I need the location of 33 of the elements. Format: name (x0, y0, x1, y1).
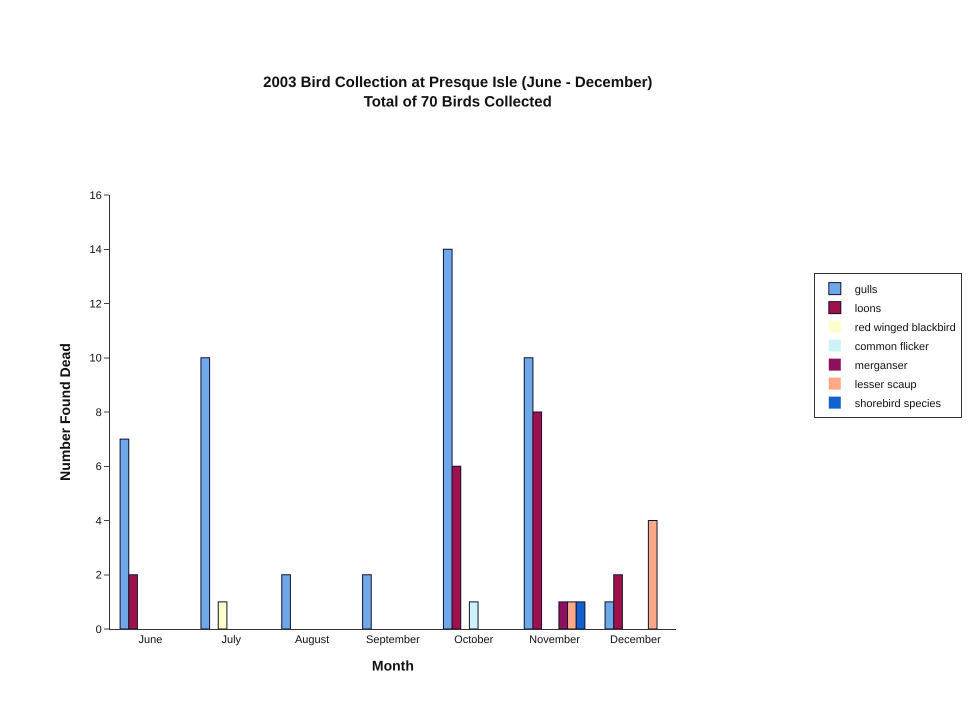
x-tick-label: August (294, 634, 330, 646)
y-tick-label: 10 (90, 352, 102, 365)
legend-label: red winged blackbird (854, 322, 956, 334)
x-tick-label: June (138, 634, 162, 646)
legend-label: loons (854, 302, 882, 315)
x-tick-label: October (454, 634, 494, 646)
y-axis-title: Number Found Dead (57, 343, 74, 481)
y-tick-label: 14 (90, 244, 102, 256)
bar (281, 574, 291, 629)
y-tick-label: 6 (96, 461, 102, 474)
y-tick-label: 16 (90, 190, 102, 202)
legend-label: lesser scaup (854, 378, 917, 391)
y-tick-label: 8 (96, 406, 102, 419)
y-tick-label: 12 (90, 298, 102, 310)
x-tick-label: November (529, 634, 580, 646)
bar (648, 520, 658, 629)
bar (362, 574, 372, 629)
bar (200, 357, 210, 629)
chart-subtitle: Total of 70 Birds Collected (364, 93, 552, 110)
chart-title: 2003 Bird Collection at Presque Isle (June - December) (263, 74, 652, 91)
y-tick-label: 0 (96, 624, 102, 636)
y-tick-label: 4 (96, 515, 102, 528)
x-tick-label: July (221, 634, 242, 646)
legend-label: gulls (854, 284, 878, 296)
bar (468, 601, 479, 629)
x-tick-label: December (610, 634, 662, 646)
x-axis-title: Month (372, 658, 414, 674)
y-tick-label: 2 (96, 570, 102, 582)
legend-label: common flicker (854, 340, 930, 353)
x-tick-label: September (366, 634, 420, 646)
legend-label: shorebird species (854, 398, 942, 410)
legend-label: merganser (854, 360, 908, 372)
bar (218, 601, 228, 629)
